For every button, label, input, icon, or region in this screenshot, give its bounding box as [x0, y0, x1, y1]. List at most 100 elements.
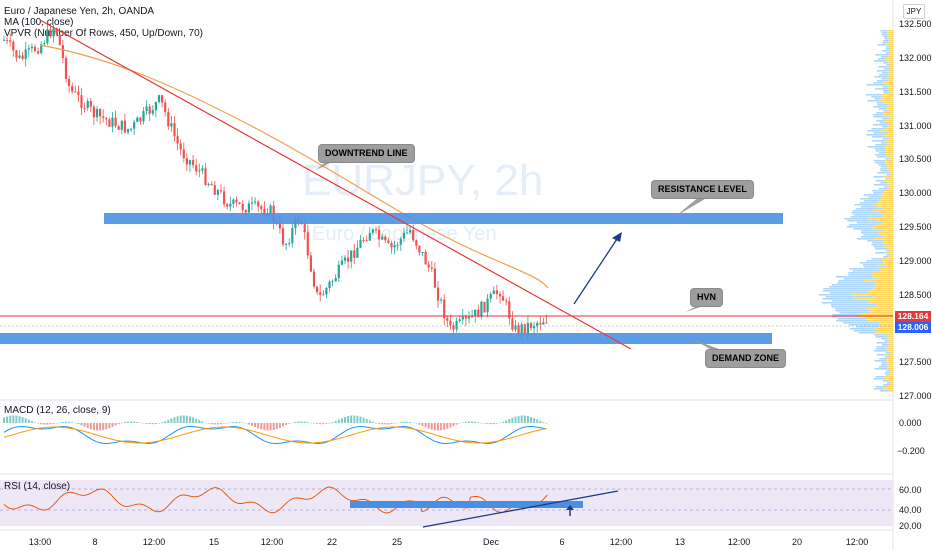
- macd-bar: [68, 421, 71, 423]
- volume-bar-up: [875, 386, 887, 388]
- volume-bar-up: [876, 342, 888, 344]
- macd-bar: [148, 423, 151, 425]
- volume-bar-up: [839, 312, 870, 314]
- time-tick: 6: [559, 537, 565, 547]
- candle-body: [111, 117, 114, 127]
- volume-bar-down: [888, 54, 893, 56]
- rsi-zone[interactable]: [350, 501, 583, 508]
- macd-bar: [430, 423, 433, 430]
- volume-bar-up: [877, 104, 889, 106]
- volume-bar-down: [888, 366, 893, 368]
- candle-body: [139, 117, 142, 122]
- macd-legend[interactable]: MACD (12, 26, close, 9): [4, 405, 111, 416]
- macd-bar: [499, 422, 501, 424]
- macd-bar: [80, 423, 83, 426]
- volume-bar-up: [875, 376, 885, 378]
- demand-callout[interactable]: DEMAND ZONE: [705, 349, 786, 368]
- candle-body: [86, 101, 89, 109]
- rsi-trendline[interactable]: [422, 490, 619, 528]
- volume-bar-down: [887, 124, 893, 126]
- candle-body: [12, 41, 15, 51]
- macd-bar: [399, 422, 402, 423]
- ma-legend[interactable]: MA (100, close): [4, 17, 74, 28]
- candle-body: [455, 320, 458, 330]
- candle-body: [409, 230, 412, 233]
- macd-bar: [344, 416, 346, 423]
- resistance-callout[interactable]: RESISTANCE LEVEL: [651, 180, 754, 199]
- candle-body: [120, 120, 123, 130]
- volume-bar-down: [890, 250, 893, 252]
- candle-body: [250, 202, 254, 204]
- volume-bar-up: [875, 54, 889, 56]
- candle-body: [511, 318, 514, 330]
- volume-bar-up: [886, 174, 892, 176]
- volume-bar-up: [832, 314, 860, 316]
- rsi-legend[interactable]: RSI (14, close): [4, 481, 71, 492]
- volume-bar-down: [890, 118, 893, 120]
- volume-bar-up: [825, 296, 875, 298]
- candle-body: [452, 325, 455, 330]
- volume-bar-down: [886, 364, 893, 366]
- volume-bar-down: [886, 164, 893, 166]
- candle-body: [533, 326, 536, 329]
- macd-bar: [9, 415, 12, 423]
- volume-bar-up: [886, 370, 891, 372]
- volume-bar-down: [870, 290, 893, 292]
- volume-bar-down: [888, 38, 893, 40]
- candle-body: [64, 58, 68, 80]
- projection-arrow[interactable]: [573, 235, 620, 305]
- volume-bar-up: [872, 124, 888, 126]
- volume-bar-up: [852, 210, 874, 212]
- currency-badge[interactable]: JPY: [903, 4, 925, 19]
- demand-zone[interactable]: [0, 333, 772, 344]
- macd-bar: [359, 416, 362, 423]
- volume-bar-down: [865, 308, 893, 310]
- volume-bar-down: [885, 148, 893, 150]
- volume-bar-down: [886, 76, 893, 78]
- macd-bar: [406, 421, 408, 423]
- price-tick: 127.000: [899, 391, 932, 401]
- macd-bar: [130, 421, 133, 423]
- volume-bar-up: [875, 120, 884, 122]
- volume-bar-up: [873, 106, 887, 108]
- macd-bar: [347, 416, 350, 423]
- candle-body: [508, 301, 511, 319]
- volume-bar-down: [877, 206, 893, 208]
- candle-body: [102, 116, 105, 118]
- candle-body: [483, 301, 486, 313]
- macd-bar: [371, 421, 374, 423]
- volume-bar-up: [882, 118, 891, 120]
- candle-body: [405, 232, 409, 234]
- vpvr-legend[interactable]: VPVR (Number Of Rows, 450, Up/Down, 70): [4, 28, 203, 39]
- candle-body: [529, 323, 533, 329]
- volume-bar-up: [878, 164, 887, 166]
- candle-body: [108, 119, 111, 127]
- macd-bar: [530, 416, 532, 423]
- candle-body: [278, 222, 281, 229]
- candle-body: [347, 257, 350, 262]
- macd-bar: [179, 415, 182, 423]
- candle-body: [18, 55, 21, 58]
- candle-body: [92, 106, 95, 118]
- hvn-callout[interactable]: HVN: [690, 288, 724, 307]
- time-tick: 13: [674, 537, 686, 547]
- macd-bar: [480, 422, 483, 424]
- price-tick: 127.500: [899, 357, 932, 367]
- volume-bar-up: [886, 254, 891, 256]
- rsi-tick: 20.00: [899, 521, 922, 531]
- macd-bar: [49, 423, 52, 425]
- candle-body: [340, 260, 343, 265]
- resistance-zone[interactable]: [104, 213, 783, 224]
- volume-bar-down: [867, 302, 893, 304]
- rsi-tick: 60.00: [899, 485, 922, 495]
- candle-body: [77, 91, 80, 96]
- macd-bar: [151, 423, 154, 425]
- downtrend-line[interactable]: [39, 19, 632, 350]
- candle-body: [477, 309, 480, 317]
- volume-bar-up: [857, 238, 874, 240]
- macd-bar: [133, 421, 136, 423]
- candle-body: [542, 322, 545, 325]
- macd-bar: [61, 422, 64, 423]
- downtrend-callout[interactable]: DOWNTREND LINE: [318, 144, 415, 163]
